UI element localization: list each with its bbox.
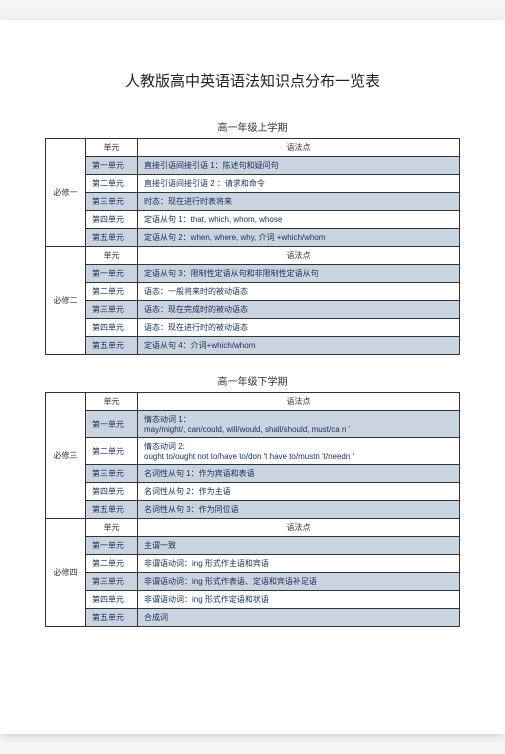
section-subhead: 高一年级下学期 (45, 373, 460, 388)
table-row: 第三单元语态：现在完成时的被动语态 (46, 301, 460, 319)
unit-column-header: 单元 (86, 139, 138, 157)
content-cell: 直接引语间接引语 1：陈述句和疑问句 (138, 157, 460, 175)
table-row: 第一单元直接引语间接引语 1：陈述句和疑问句 (46, 157, 460, 175)
content-cell: 定语从句 3：限制性定语从句和非限制性定语从句 (138, 265, 460, 283)
unit-cell: 第四单元 (86, 319, 138, 337)
unit-cell: 第二单元 (86, 175, 138, 193)
table-row: 第五单元合成词 (46, 609, 460, 627)
unit-cell: 第三单元 (86, 193, 138, 211)
unit-column-header: 单元 (86, 519, 138, 537)
table-header-row: 必修一单元语法点 (46, 139, 460, 157)
content-cell: 语态：现在完成时的被动语态 (138, 301, 460, 319)
book-label: 必修二 (46, 247, 86, 355)
grammar-table: 必修三单元语法点第一单元情态动词 1：may/might/, can/could… (45, 392, 460, 627)
unit-cell: 第二单元 (86, 438, 138, 465)
unit-cell: 第一单元 (86, 265, 138, 283)
table-row: 第一单元情态动词 1：may/might/, can/could, will/w… (46, 411, 460, 438)
table-row: 第二单元直接引语间接引语 2 ：请求和命令 (46, 175, 460, 193)
content-cell: 主谓一致 (138, 537, 460, 555)
table-row: 第三单元时态：现在进行时表将来 (46, 193, 460, 211)
table-header-row: 必修二单元语法点 (46, 247, 460, 265)
unit-cell: 第五单元 (86, 501, 138, 519)
table-row: 第五单元定语从句 4：介词+which/whom (46, 337, 460, 355)
unit-column-header: 单元 (86, 247, 138, 265)
unit-cell: 第四单元 (86, 483, 138, 501)
table-header-row: 必修四单元语法点 (46, 519, 460, 537)
book-label: 必修三 (46, 393, 86, 519)
unit-cell: 第四单元 (86, 211, 138, 229)
content-cell: 名词性从句 1：作为宾语和表语 (138, 465, 460, 483)
content-cell: 合成词 (138, 609, 460, 627)
table-row: 第五单元名词性从句 3：作为同位语 (46, 501, 460, 519)
table-row: 第三单元名词性从句 1：作为宾语和表语 (46, 465, 460, 483)
table-row: 第二单元语态：一般将来时的被动语态 (46, 283, 460, 301)
table-row: 第二单元情态动词 2:ought to/ought not to/have to… (46, 438, 460, 465)
grammar-column-header: 语法点 (138, 139, 460, 157)
grammar-column-header: 语法点 (138, 393, 460, 411)
content-cell: 定语从句 2：when, where, why, 介词 +which/whom (138, 229, 460, 247)
section-subhead: 高一年级上学期 (45, 119, 460, 134)
table-row: 第四单元非谓语动词：ing 形式作定语和状语 (46, 591, 460, 609)
content-cell: 名词性从句 2：作为主语 (138, 483, 460, 501)
book-label: 必修一 (46, 139, 86, 247)
main-title: 人教版高中英语语法知识点分布一览表 (45, 70, 460, 91)
unit-cell: 第四单元 (86, 591, 138, 609)
content-cell: 定语从句 1：that, which, whom, whose (138, 211, 460, 229)
unit-column-header: 单元 (86, 393, 138, 411)
table-row: 第五单元定语从句 2：when, where, why, 介词 +which/w… (46, 229, 460, 247)
unit-cell: 第一单元 (86, 537, 138, 555)
content-cell: 非谓语动词：ing 形式作主语和宾语 (138, 555, 460, 573)
grammar-column-header: 语法点 (138, 519, 460, 537)
unit-cell: 第二单元 (86, 283, 138, 301)
table-row: 第一单元主谓一致 (46, 537, 460, 555)
table-header-row: 必修三单元语法点 (46, 393, 460, 411)
unit-cell: 第五单元 (86, 337, 138, 355)
content-cell: 定语从句 4：介词+which/whom (138, 337, 460, 355)
unit-cell: 第三单元 (86, 301, 138, 319)
content-cell: 情态动词 1：may/might/, can/could, will/would… (138, 411, 460, 438)
table-row: 第四单元名词性从句 2：作为主语 (46, 483, 460, 501)
unit-cell: 第一单元 (86, 411, 138, 438)
content-cell: 直接引语间接引语 2 ：请求和命令 (138, 175, 460, 193)
grammar-table: 必修一单元语法点第一单元直接引语间接引语 1：陈述句和疑问句第二单元直接引语间接… (45, 138, 460, 355)
content-cell: 非谓语动词：ing 形式作定语和状语 (138, 591, 460, 609)
unit-cell: 第三单元 (86, 573, 138, 591)
unit-cell: 第三单元 (86, 465, 138, 483)
content-cell: 非谓语动词：ing 形式作表语、定语和宾语补足语 (138, 573, 460, 591)
content-cell: 名词性从句 3：作为同位语 (138, 501, 460, 519)
table-row: 第四单元定语从句 1：that, which, whom, whose (46, 211, 460, 229)
sections-container: 高一年级上学期必修一单元语法点第一单元直接引语间接引语 1：陈述句和疑问句第二单… (45, 119, 460, 627)
table-row: 第二单元非谓语动词：ing 形式作主语和宾语 (46, 555, 460, 573)
content-cell: 语态：一般将来时的被动语态 (138, 283, 460, 301)
table-row: 第一单元定语从句 3：限制性定语从句和非限制性定语从句 (46, 265, 460, 283)
content-cell: 时态：现在进行时表将来 (138, 193, 460, 211)
table-row: 第四单元语态：现在进行时的被动语态 (46, 319, 460, 337)
table-row: 第三单元非谓语动词：ing 形式作表语、定语和宾语补足语 (46, 573, 460, 591)
unit-cell: 第一单元 (86, 157, 138, 175)
unit-cell: 第二单元 (86, 555, 138, 573)
grammar-column-header: 语法点 (138, 247, 460, 265)
content-cell: 情态动词 2:ought to/ought not to/have to/don… (138, 438, 460, 465)
document-page: 人教版高中英语语法知识点分布一览表 高一年级上学期必修一单元语法点第一单元直接引… (0, 20, 505, 734)
unit-cell: 第五单元 (86, 229, 138, 247)
content-cell: 语态：现在进行时的被动语态 (138, 319, 460, 337)
book-label: 必修四 (46, 519, 86, 627)
unit-cell: 第五单元 (86, 609, 138, 627)
